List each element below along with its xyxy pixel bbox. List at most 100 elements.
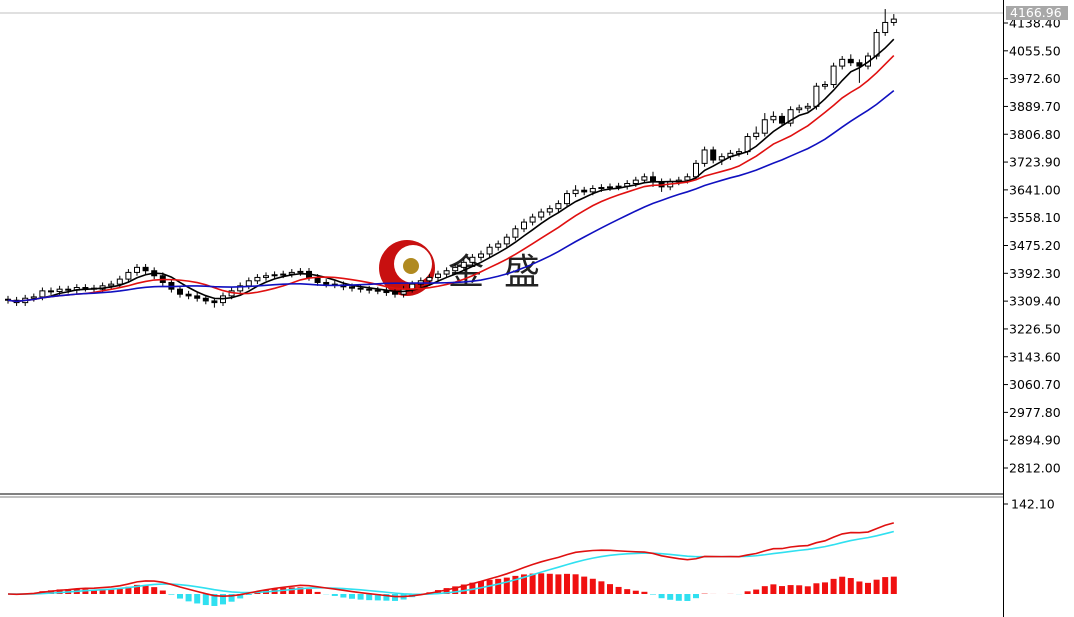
- signal-line: [7, 530, 894, 596]
- y-tick-label: 3972.60: [1009, 71, 1061, 86]
- candle: [581, 186, 588, 196]
- macd-histogram-bar: [675, 594, 682, 601]
- candle: [804, 102, 811, 112]
- candle-body-up: [521, 221, 527, 230]
- candle: [478, 250, 484, 261]
- macd-histogram-bar: [357, 594, 364, 600]
- y-tick-label: 3558.10: [1009, 210, 1061, 225]
- macd-histogram-bar: [693, 594, 699, 599]
- price-panel: 金盛: [0, 9, 1003, 308]
- candle: [125, 269, 132, 283]
- macd-histogram-bar: [856, 581, 863, 594]
- candle-body-up: [882, 21, 889, 34]
- macd-histogram-bar: [822, 582, 828, 594]
- macd-histogram-bar: [220, 594, 226, 605]
- candle-body-up: [469, 256, 476, 263]
- candle-body-up: [632, 179, 639, 185]
- candle-body-up: [426, 276, 433, 282]
- macd-histogram-bar: [555, 574, 562, 594]
- macd-histogram-bar: [245, 594, 252, 595]
- macd-tick-label: 142.10: [1011, 497, 1055, 512]
- candle-body-down: [710, 149, 717, 161]
- y-tick-label: 3723.90: [1009, 155, 1061, 170]
- candle-body-up: [134, 266, 140, 273]
- candle-body-up: [297, 270, 304, 273]
- macd-line: [7, 522, 895, 598]
- candle-body-up: [787, 109, 794, 124]
- candle-body-up: [280, 273, 287, 276]
- y-tick-label: 3641.00: [1009, 182, 1061, 197]
- candle: [108, 280, 115, 290]
- candle-body-up: [873, 32, 880, 57]
- candle: [753, 126, 760, 140]
- candle-body-down: [48, 290, 54, 293]
- macd-histogram-bar: [873, 579, 880, 594]
- macd-histogram-bar: [151, 587, 158, 594]
- candle-body-down: [177, 288, 183, 295]
- candle: [641, 173, 648, 184]
- candle-body-up: [572, 189, 579, 195]
- macd-histogram-bar: [56, 589, 63, 594]
- macd-histogram-bar: [865, 582, 871, 594]
- candle-body-up: [460, 261, 467, 268]
- candle-body-up: [288, 271, 295, 275]
- macd-histogram-bar: [374, 594, 381, 601]
- candle-body-up: [56, 288, 63, 293]
- candle: [435, 270, 441, 281]
- candle: [882, 9, 889, 36]
- macd-histogram-bar: [521, 574, 527, 594]
- candle-body-down: [185, 293, 192, 297]
- candle-body-up: [39, 290, 46, 298]
- candle-body-up: [813, 85, 820, 107]
- macd-histogram-bar: [306, 589, 312, 594]
- y-tick-label: 3806.80: [1009, 127, 1061, 142]
- macd-histogram-bar: [564, 573, 570, 594]
- y-tick-label: 3143.60: [1009, 349, 1061, 364]
- moving-averages: [7, 38, 895, 303]
- candle-body-up: [538, 211, 545, 218]
- macd-histogram-bar: [125, 586, 132, 594]
- macd-histogram-bar: [134, 584, 140, 594]
- candle: [392, 289, 398, 298]
- macd-histogram-bar: [142, 585, 149, 594]
- candle: [331, 280, 338, 289]
- y-tick-label: 4055.50: [1009, 43, 1061, 58]
- candle: [486, 243, 493, 258]
- candle-body-up: [486, 246, 493, 255]
- candle: [254, 274, 261, 285]
- candle-body-down: [357, 287, 364, 290]
- candle: [564, 190, 570, 207]
- macd-histogram-bar: [383, 594, 390, 601]
- candle-body-up: [744, 136, 751, 153]
- candle-body-up: [598, 187, 605, 190]
- candle-body-down: [366, 288, 373, 291]
- macd-histogram-bar: [314, 591, 321, 594]
- y-tick-label: 3309.40: [1009, 294, 1061, 309]
- macd-histogram-bar: [202, 594, 209, 606]
- macd-histogram-bar: [460, 584, 467, 594]
- candle-body-down: [5, 298, 11, 301]
- candle-body-up: [701, 149, 708, 164]
- candle: [521, 218, 527, 233]
- candle: [856, 59, 863, 83]
- candle-body-up: [839, 58, 846, 67]
- macd-histogram-bar: [572, 574, 579, 594]
- candle-body-up: [263, 275, 269, 278]
- macd-histogram-bar: [237, 594, 244, 599]
- macd-histogram-bar: [91, 589, 97, 594]
- macd-histogram-bar: [589, 578, 596, 594]
- macd-panel: [7, 522, 897, 606]
- candle: [443, 267, 450, 278]
- macd-histogram-bar: [641, 591, 648, 594]
- candle-body-up: [804, 105, 811, 109]
- macd-histogram-bar: [753, 589, 760, 594]
- candle-body-down: [211, 300, 218, 304]
- candle-body-up: [770, 115, 777, 121]
- candle-body-up: [116, 278, 123, 285]
- candle: [555, 200, 562, 213]
- candle: [770, 111, 777, 124]
- candle: [701, 146, 708, 167]
- candle: [48, 287, 54, 295]
- candle-body-down: [349, 286, 355, 289]
